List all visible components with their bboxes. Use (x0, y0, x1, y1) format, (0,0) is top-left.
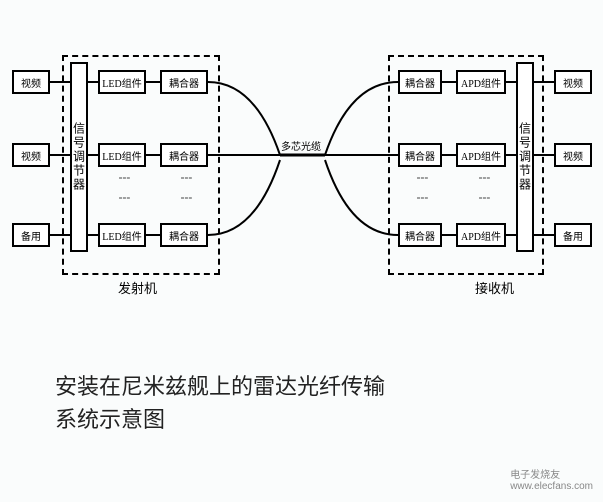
tx-dots-2: ┆ (180, 175, 191, 179)
left-io-top: 视频 (12, 70, 50, 94)
rx-regulator: 信号调节器 (516, 62, 534, 252)
center-cable-label: 多芯光缆 (281, 138, 321, 153)
tx-dots-3: ┆ (118, 195, 129, 199)
rx-dots-2: ┆ (478, 175, 489, 179)
right-io-top: 视频 (554, 70, 592, 94)
diagram-container: 视频 视频 备用 发射机 信号调节器 LED组件 LED组件 LED组件 耦合器… (0, 0, 603, 350)
tx-dots-4: ┆ (180, 195, 191, 199)
right-io-mid: 视频 (554, 143, 592, 167)
tx-coupler-3: 耦合器 (160, 223, 208, 247)
left-io-mid: 视频 (12, 143, 50, 167)
tx-dots-1: ┆ (118, 175, 129, 179)
watermark-site: www.elecfans.com (510, 481, 593, 492)
tx-led-1: LED组件 (98, 70, 146, 94)
transmitter-label: 发射机 (118, 278, 157, 297)
rx-coupler-3: 耦合器 (398, 223, 442, 247)
watermark-brand: 电子发烧友 (510, 470, 560, 481)
rx-apd-2: APD组件 (456, 143, 506, 167)
tx-coupler-2: 耦合器 (160, 143, 208, 167)
tx-led-3: LED组件 (98, 223, 146, 247)
rx-coupler-1: 耦合器 (398, 70, 442, 94)
rx-apd-3: APD组件 (456, 223, 506, 247)
tx-regulator: 信号调节器 (70, 62, 88, 252)
receiver-label: 接收机 (475, 278, 514, 297)
rx-dots-1: ┆ (416, 175, 427, 179)
figure-caption: 安装在尼米兹舰上的雷达光纤传输 系统示意图 (55, 370, 385, 436)
tx-coupler-1: 耦合器 (160, 70, 208, 94)
rx-apd-1: APD组件 (456, 70, 506, 94)
rx-dots-4: ┆ (478, 195, 489, 199)
caption-line2: 系统示意图 (55, 407, 165, 432)
watermark: 电子发烧友 www.elecfans.com (510, 466, 593, 492)
caption-line1: 安装在尼米兹舰上的雷达光纤传输 (55, 374, 385, 399)
left-io-bot: 备用 (12, 223, 50, 247)
rx-dots-3: ┆ (416, 195, 427, 199)
rx-coupler-2: 耦合器 (398, 143, 442, 167)
tx-led-2: LED组件 (98, 143, 146, 167)
right-io-bot: 备用 (554, 223, 592, 247)
